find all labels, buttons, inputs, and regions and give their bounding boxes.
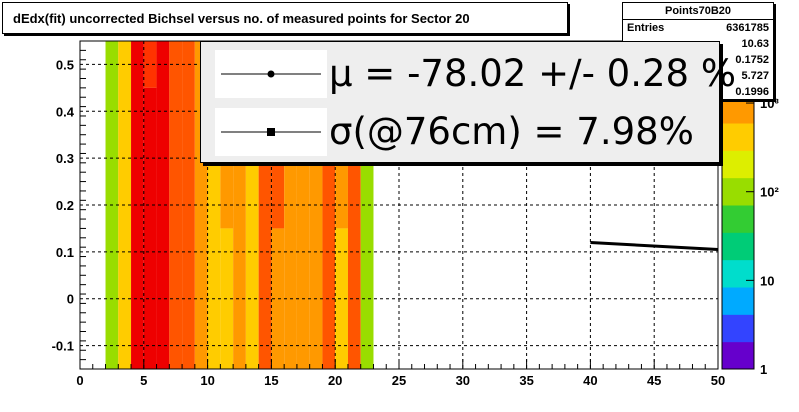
stats-value: 0.1996 (735, 86, 769, 98)
heatmap-cell (335, 228, 348, 369)
y-tick-label: 0.5 (56, 57, 74, 72)
heatmap-cell (156, 41, 170, 369)
heatmap-cell (169, 41, 183, 369)
color-scale-swatch (722, 232, 754, 261)
color-scale-swatch (722, 341, 754, 370)
legend-row-sigma: σ(@76cm) = 7.98% (201, 104, 719, 160)
legend-marker-square (215, 108, 327, 156)
color-scale-label: 1 (760, 362, 767, 377)
color-scale-swatch (722, 150, 754, 179)
fit-line-group (590, 240, 719, 252)
stats-row: 10.63 (623, 36, 773, 52)
stats-value: 10.63 (741, 38, 769, 50)
y-tick-label: 0 (67, 292, 74, 307)
color-scale-swatch (722, 123, 754, 151)
entries-value: 6361785 (726, 22, 769, 34)
y-tick-label: 0.2 (56, 198, 74, 213)
entries-label: Entries (627, 22, 665, 34)
x-tick-label: 25 (392, 373, 406, 388)
fit-line (590, 240, 719, 252)
color-scale-swatch (722, 287, 754, 315)
y-tick-label: 0.1 (56, 245, 74, 260)
x-tick-label: 5 (140, 373, 147, 388)
heatmap-cell (131, 41, 144, 369)
legend-sigma-text: σ(@76cm) = 7.98% (329, 110, 694, 153)
y-tick-label: -0.1 (52, 339, 74, 354)
x-tick-label: 15 (264, 373, 278, 388)
stats-name: Points70B20 (623, 3, 773, 20)
fit-legend: μ = -78.02 +/- 0.28 % σ(@76cm) = 7.98% (200, 41, 736, 163)
chart-title-text: dEdx(fit) uncorrected Bichsel versus no.… (13, 10, 470, 26)
color-scale-swatch (722, 259, 754, 288)
x-tick-label: 0 (76, 373, 83, 388)
color-scale-swatch (722, 314, 754, 343)
stats-value: 5.727 (741, 70, 769, 82)
x-tick-label: 35 (519, 373, 533, 388)
x-axis: 0 5 10 15 20 25 30 35 40 45 50 (76, 359, 725, 388)
y-tick-label: 0.4 (56, 104, 75, 119)
legend-marker-circle (215, 50, 327, 98)
x-tick-label: 20 (328, 373, 342, 388)
color-scale-label: 10² (760, 185, 779, 200)
chart-title: dEdx(fit) uncorrected Bichsel versus no.… (2, 2, 568, 34)
legend-row-mu: μ = -78.02 +/- 0.28 % (201, 46, 736, 102)
x-tick-label: 40 (583, 373, 597, 388)
legend-mu-text: μ = -78.02 +/- 0.28 % (329, 52, 736, 95)
y-tick-label: 0.3 (56, 151, 74, 166)
x-tick-label: 10 (200, 373, 214, 388)
heatmap-cell (143, 41, 157, 88)
stats-row: 0.1752 (623, 52, 773, 68)
stats-row-entries: Entries 6361785 (623, 20, 773, 36)
stats-row: 0.1996 (623, 84, 773, 100)
y-axis: -0.1 0 0.1 0.2 0.3 0.4 0.5 (52, 40, 86, 370)
x-tick-label: 50 (711, 373, 725, 388)
x-tick-label: 45 (647, 373, 661, 388)
heatmap-cell (143, 87, 157, 369)
heatmap-cell (271, 228, 285, 369)
stats-value: 0.1752 (735, 54, 769, 66)
x-tick-label: 30 (456, 373, 470, 388)
stats-row: 5.727 (623, 68, 773, 84)
color-scale-swatch (722, 205, 754, 233)
color-scale-label: 10 (760, 273, 774, 288)
color-scale-swatch (722, 95, 754, 124)
